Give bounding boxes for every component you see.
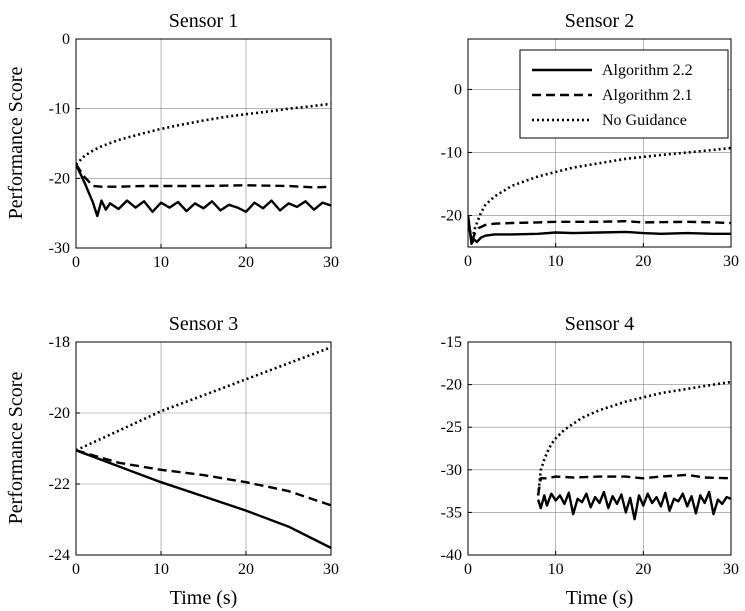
y-tick-label: -22 bbox=[49, 476, 70, 493]
y-tick-label: 0 bbox=[454, 81, 462, 98]
x-tick-label: 30 bbox=[323, 254, 339, 271]
series-line-dotted bbox=[76, 346, 331, 452]
x-tick-label: 0 bbox=[72, 254, 80, 271]
y-tick-label: -40 bbox=[441, 547, 462, 564]
chart-title: Sensor 1 bbox=[169, 10, 238, 32]
y-tick-label: -15 bbox=[441, 334, 462, 351]
series-line-solid bbox=[536, 490, 731, 521]
chart-title: Sensor 3 bbox=[169, 313, 238, 335]
x-tick-label: 10 bbox=[153, 561, 169, 578]
x-tick-label: 0 bbox=[72, 561, 80, 578]
series-line-dashed bbox=[468, 215, 731, 244]
y-tick-label: -20 bbox=[49, 170, 70, 187]
plot-frame bbox=[75, 341, 332, 556]
chart-title: Sensor 2 bbox=[565, 10, 634, 32]
x-axis-label: Time (s) bbox=[170, 587, 238, 609]
y-tick-label: -24 bbox=[49, 547, 70, 564]
plot-frame bbox=[467, 38, 732, 248]
x-tick-label: 20 bbox=[635, 561, 651, 578]
y-tick-label: -30 bbox=[49, 240, 70, 257]
x-tick-label: 10 bbox=[153, 254, 169, 271]
chart-panel-4: Sensor 4 0 10 20 30 -40 -35 -30 -25 -20 -15 Time (s… bbox=[441, 313, 739, 609]
y-tick-label: -10 bbox=[49, 101, 70, 118]
y-tick-label: -30 bbox=[441, 462, 462, 479]
x-tick-label: 20 bbox=[238, 254, 254, 271]
x-tick-label: 30 bbox=[723, 561, 739, 578]
chart-panel-3: Sensor 3 0 10 20 30 -24 -22 -20 -18 Performance S… bbox=[5, 313, 339, 609]
y-tick-label: -18 bbox=[49, 334, 70, 351]
legend-label: Algorithm 2.1 bbox=[602, 87, 693, 104]
plot-frame bbox=[467, 341, 732, 556]
x-tick-label: 30 bbox=[723, 253, 739, 270]
y-axis-label: Performance Score bbox=[5, 67, 27, 220]
x-tick-label: 10 bbox=[548, 253, 564, 270]
legend: Algorithm 2.2 Algorithm 2.1 No Guidance bbox=[519, 49, 729, 139]
series-line-solid bbox=[468, 215, 731, 246]
x-tick-label: 20 bbox=[635, 253, 651, 270]
y-tick-label: -35 bbox=[441, 504, 462, 521]
x-tick-label: 10 bbox=[548, 561, 564, 578]
y-tick-label: -20 bbox=[441, 377, 462, 394]
x-tick-label: 20 bbox=[238, 561, 254, 578]
y-tick-label: -20 bbox=[441, 207, 462, 224]
x-tick-label: 30 bbox=[323, 561, 339, 578]
series-line-dotted bbox=[76, 102, 331, 166]
y-tick-label: -20 bbox=[49, 405, 70, 422]
series-line-solid bbox=[76, 449, 331, 549]
series-line-dotted bbox=[536, 380, 731, 496]
y-tick-label: -25 bbox=[441, 419, 462, 436]
y-tick-label: -10 bbox=[441, 144, 462, 161]
series-line-solid bbox=[76, 163, 331, 218]
x-tick-label: 0 bbox=[464, 253, 472, 270]
legend-label: No Guidance bbox=[602, 112, 687, 129]
x-axis-label: Time (s) bbox=[566, 587, 634, 609]
plot-frame bbox=[75, 38, 332, 249]
x-tick-label: 0 bbox=[464, 561, 472, 578]
series-line-dashed bbox=[536, 473, 731, 496]
series-line-dashed bbox=[76, 163, 331, 189]
series-line-dashed bbox=[76, 449, 331, 507]
chart-title: Sensor 4 bbox=[565, 313, 634, 335]
y-tick-label: 0 bbox=[62, 31, 70, 48]
chart-panel-1: Sensor 1 0 10 20 30 -30 -20 -10 0 Performance Sco… bbox=[5, 10, 339, 271]
legend-label: Algorithm 2.2 bbox=[602, 62, 693, 79]
series-line-dotted bbox=[468, 146, 731, 244]
y-axis-label: Performance Score bbox=[5, 372, 27, 525]
